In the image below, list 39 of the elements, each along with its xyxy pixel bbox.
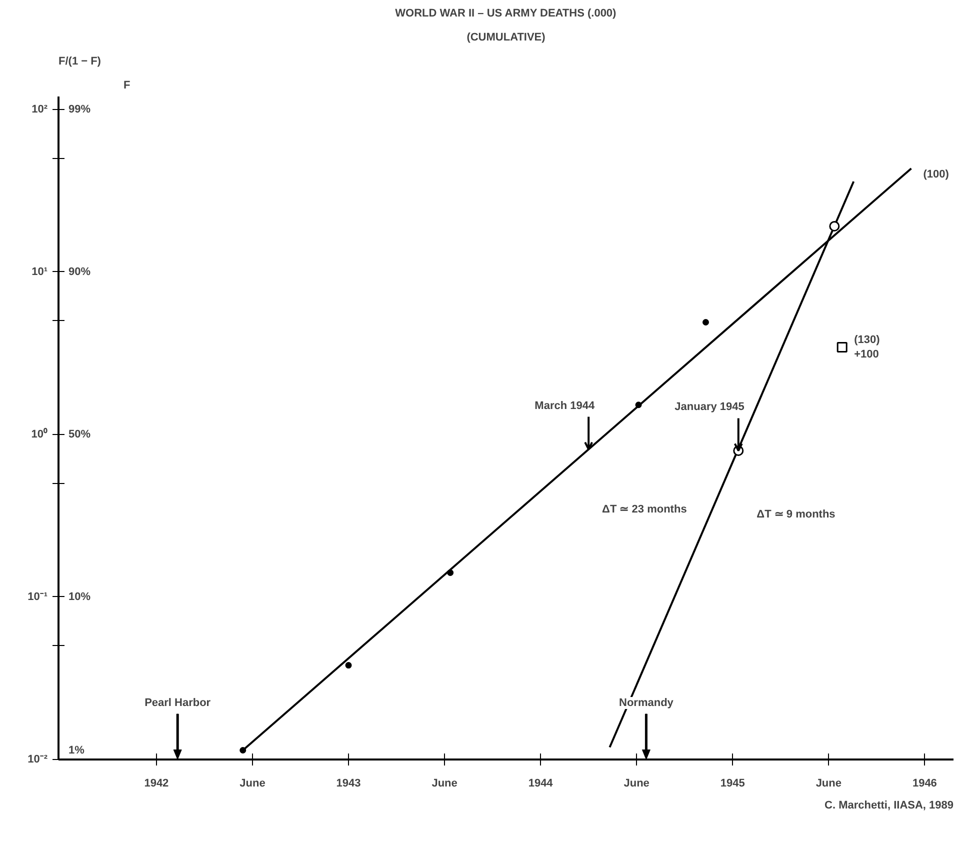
annotation: January 1945 xyxy=(674,401,744,414)
annotation: 90% xyxy=(68,266,91,278)
x-tick-label: June xyxy=(240,778,266,790)
y-tick-label: 10⁻¹ xyxy=(28,590,48,603)
y-tick-label: 10⁰ xyxy=(31,427,48,440)
x-tick-label: June xyxy=(816,778,842,790)
point xyxy=(635,402,642,408)
y-axis-title: F/(1 − F) xyxy=(58,56,102,68)
ref-line-label: Normandy xyxy=(619,696,674,709)
point xyxy=(447,569,454,576)
point xyxy=(829,220,840,232)
x-tick-label: June xyxy=(624,778,650,790)
point xyxy=(702,319,709,326)
text: C. Marchetti, IIASA, 1989 xyxy=(824,800,954,812)
annotation: ΔT ≃ 23 months xyxy=(602,503,687,516)
chart-title: WORLD WAR II – US ARMY DEATHS (.000) xyxy=(395,8,617,20)
ref-line-label: Pearl Harbor xyxy=(144,696,212,709)
annotation: 10% xyxy=(68,590,91,603)
annotation: 1% xyxy=(68,744,85,756)
x-tick-label: 1942 xyxy=(144,778,169,790)
point xyxy=(345,662,352,669)
y-tick-label: 10² xyxy=(32,103,48,116)
series-label: (130) +100 xyxy=(854,334,880,360)
y-tick-label: 10⁻² xyxy=(28,754,48,766)
annotation: 99% xyxy=(68,103,91,116)
annotation: ΔT ≃ 9 months xyxy=(756,508,836,520)
y-tick-label: 10¹ xyxy=(32,266,48,278)
chart-subtitle: (CUMULATIVE) xyxy=(466,32,546,44)
x-tick-label: 1945 xyxy=(720,778,745,790)
x-tick-label: 1943 xyxy=(336,778,361,790)
x-tick-label: 1946 xyxy=(912,778,937,790)
point xyxy=(240,747,246,754)
x-tick-label: 1944 xyxy=(528,778,554,790)
annotation: March 1944 xyxy=(534,400,596,412)
series-label: (100) xyxy=(923,168,950,180)
y2-axis-title: F xyxy=(124,80,130,92)
x-tick-label: June xyxy=(432,778,458,790)
point xyxy=(836,342,848,352)
annotation: 50% xyxy=(68,428,91,440)
